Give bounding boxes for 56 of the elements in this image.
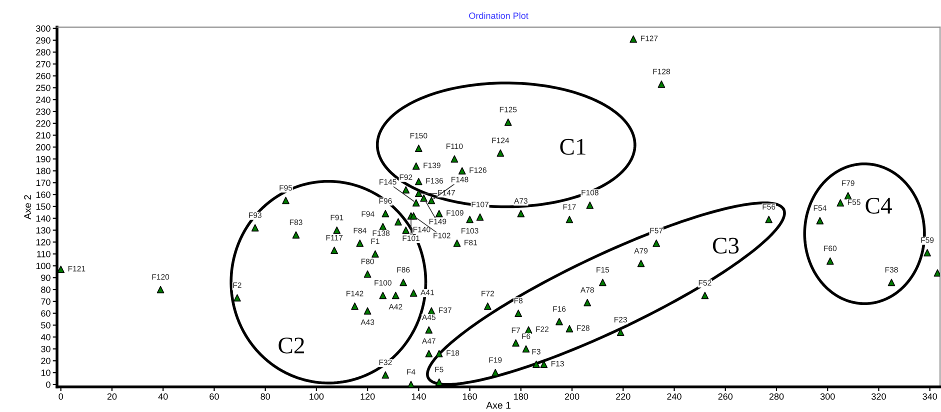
- y-tick-label: 60: [41, 310, 50, 317]
- annotation: C4: [866, 198, 892, 214]
- y-tick-label: 150: [36, 203, 50, 210]
- y-axis-title: Axe 2: [24, 195, 32, 220]
- y-tick-label: 210: [36, 132, 50, 139]
- y-tick-label: 130: [36, 227, 50, 234]
- y-tick-label: 80: [41, 286, 50, 293]
- y-tick-label: 140: [36, 215, 50, 222]
- chart-title: Ordination Plot: [469, 12, 528, 19]
- x-tick-label: 60: [210, 393, 219, 400]
- x-tick-label: 240: [667, 393, 682, 400]
- x-tick-label: 80: [260, 393, 270, 400]
- x-tick-label: 220: [616, 393, 630, 400]
- y-tick-label: 260: [36, 72, 50, 80]
- y-tick-label: 110: [37, 250, 50, 258]
- x-axis-title: Axe 1: [486, 402, 510, 409]
- y-tick-label: 50: [41, 322, 50, 328]
- x-tick-label: 120: [360, 393, 375, 400]
- x-tick-label: 20: [107, 393, 117, 400]
- x-tick-label: 340: [922, 393, 938, 400]
- x-tick-label: 260: [718, 393, 733, 400]
- y-tick-label: 300: [36, 25, 50, 32]
- x-tick-label: 320: [872, 393, 886, 400]
- x-tick-label: 40: [158, 393, 168, 400]
- x-tick-label: 0: [58, 393, 64, 400]
- x-tick-label: 300: [820, 393, 835, 400]
- y-tick-label: 40: [40, 334, 50, 340]
- annotation: C3: [712, 238, 739, 254]
- x-tick-label: 160: [462, 393, 477, 400]
- x-tick-label: 200: [564, 393, 580, 400]
- y-tick-label: 250: [36, 84, 50, 92]
- y-tick-label: 230: [36, 108, 50, 115]
- y-tick-label: 120: [36, 239, 50, 246]
- y-tick-label: 10: [41, 370, 50, 376]
- y-tick-label: 30: [41, 346, 50, 352]
- y-tick-label: 180: [36, 168, 50, 174]
- y-tick-label: 200: [36, 144, 50, 150]
- y-tick-label: 90: [41, 274, 50, 282]
- y-tick-label: 170: [36, 180, 50, 186]
- y-tick-label: 190: [36, 156, 50, 162]
- y-tick-label: 20: [41, 358, 50, 364]
- y-tick-label: 100: [36, 262, 50, 270]
- x-tick-label: 180: [514, 393, 528, 400]
- y-tick-label: 270: [36, 60, 50, 68]
- x-tick-label: 280: [769, 393, 784, 400]
- annotation: C1: [560, 138, 586, 155]
- y-tick-label: 0: [46, 381, 50, 388]
- y-tick-label: 280: [36, 49, 50, 56]
- annotation: C2: [278, 338, 304, 354]
- y-tick-label: 70: [41, 298, 50, 305]
- y-tick-label: 220: [36, 120, 50, 127]
- y-tick-label: 240: [36, 96, 50, 103]
- y-tick-label: 290: [36, 37, 50, 44]
- x-tick-label: 140: [412, 393, 426, 400]
- y-tick-label: 160: [36, 192, 50, 198]
- x-tick-label: 100: [310, 393, 324, 400]
